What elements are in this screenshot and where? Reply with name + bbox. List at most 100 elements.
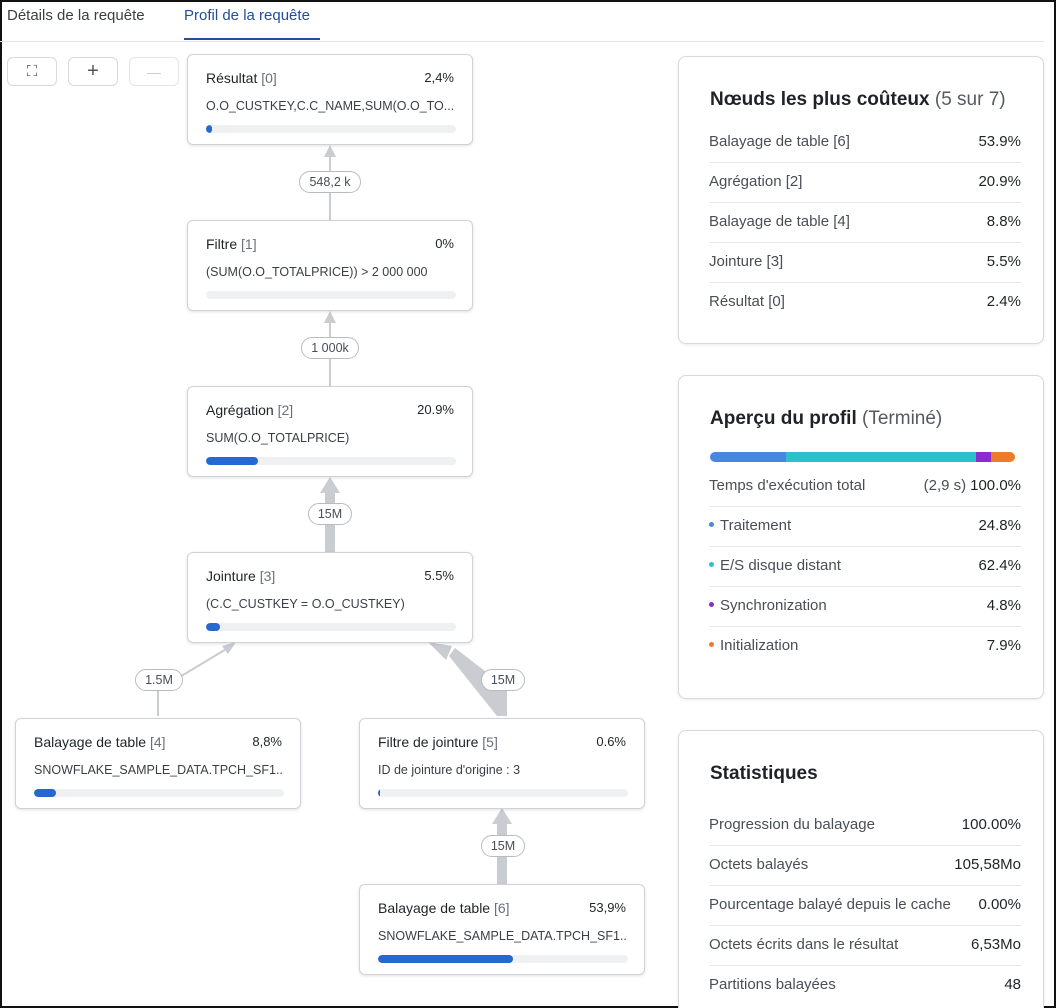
legend-dot-icon	[709, 601, 714, 607]
operator-node-joinfilter[interactable]: Filtre de jointure [5] 0.6% ID de jointu…	[359, 718, 645, 809]
costly-node-row[interactable]: Agrégation [2] 20.9%	[709, 163, 1021, 203]
node-expression: SNOWFLAKE_SAMPLE_DATA.TPCH_SF1...	[34, 763, 284, 777]
zoom-out-button[interactable]: —	[129, 57, 179, 86]
stat-row: Progression du balayage 100.00%	[709, 806, 1021, 846]
row-value: 100.00%	[961, 816, 1021, 833]
time-breakdown-row: Synchronization 4.8%	[709, 587, 1021, 627]
node-cost-bar	[206, 125, 456, 133]
edge-rows-label: 15M	[481, 835, 525, 857]
row-value: 53.9%	[978, 133, 1021, 150]
node-percent: 0%	[435, 236, 454, 251]
operator-node-result[interactable]: Résultat [0] 2,4% O.O_CUSTKEY,C.C_NAME,S…	[187, 54, 473, 145]
node-cost-bar	[34, 789, 284, 797]
execution-time-stacked-bar	[710, 452, 1015, 462]
node-expression: (C.C_CUSTKEY = O.O_CUSTKEY)	[206, 597, 405, 611]
node-percent: 20.9%	[417, 402, 454, 417]
row-value: 105,58Mo	[954, 856, 1021, 873]
row-value: 24.8%	[978, 517, 1021, 534]
node-cost-bar	[206, 623, 456, 631]
costly-node-row[interactable]: Balayage de table [6] 53.9%	[709, 123, 1021, 163]
stat-row: Pourcentage balayé depuis le cache 0.00%	[709, 886, 1021, 926]
edge-rows-label: 1 000k	[301, 337, 359, 359]
active-tab-indicator	[184, 38, 320, 40]
row-label: Octets balayés	[709, 856, 809, 873]
stacked-bar-segment	[785, 452, 976, 462]
node-cost-fill	[206, 623, 220, 631]
operator-node-scan6[interactable]: Balayage de table [6] 53,9% SNOWFLAKE_SA…	[359, 884, 645, 975]
legend-dot-icon	[709, 521, 714, 527]
row-label: Progression du balayage	[709, 816, 875, 833]
fit-view-icon: ⛶	[26, 63, 38, 80]
row-label: Balayage de table [6]	[709, 133, 850, 150]
node-index: [2]	[277, 402, 294, 418]
node-cost-fill	[206, 125, 212, 133]
row-label: Balayage de table [4]	[709, 213, 850, 230]
edge-rows-label: 15M	[308, 503, 352, 525]
stacked-bar-segment	[975, 452, 991, 462]
node-name: Agrégation	[206, 402, 274, 418]
row-value: 8.8%	[986, 213, 1021, 230]
row-label: Partitions balayées	[709, 976, 836, 993]
costly-node-row[interactable]: Jointure [3] 5.5%	[709, 243, 1021, 283]
row-value: 6,53Mo	[970, 936, 1021, 953]
operator-node-scan4[interactable]: Balayage de table [4] 8,8% SNOWFLAKE_SAM…	[15, 718, 301, 809]
node-name: Balayage de table	[34, 734, 147, 750]
node-name: Filtre	[206, 236, 238, 252]
row-label: Octets écrits dans le résultat	[709, 936, 899, 953]
node-name: Résultat	[206, 70, 258, 86]
node-cost-bar	[206, 291, 456, 299]
node-name: Balayage de table	[378, 900, 491, 916]
node-percent: 2,4%	[424, 70, 454, 85]
edge-arrow-filter-result	[324, 145, 336, 157]
card-title-text: Aperçu du profil	[710, 408, 857, 429]
edge-rows-label: 15M	[481, 669, 525, 691]
row-label: Résultat [0]	[709, 293, 785, 310]
card-title: Aperçu du profil (Terminé)	[710, 408, 942, 430]
node-index: [4]	[149, 734, 166, 750]
node-cost-bar	[206, 457, 456, 465]
row-value: 0.00%	[978, 896, 1021, 913]
card-subtitle: (5 sur 7)	[934, 89, 1006, 110]
edge-arrow-joinfilter-join	[428, 642, 452, 660]
node-name: Jointure	[206, 568, 256, 584]
stat-row: Octets écrits dans le résultat 6,53Mo	[709, 926, 1021, 966]
tab-query-profile[interactable]: Profil de la requête	[184, 7, 310, 24]
total-percent: 100.0%	[970, 477, 1021, 494]
edge-rows-label: 548,2 k	[299, 171, 361, 193]
costly-node-row[interactable]: Résultat [0] 2.4%	[709, 283, 1021, 323]
node-cost-fill	[34, 789, 56, 797]
node-index: [3]	[259, 568, 276, 584]
stacked-bar-segment	[990, 452, 1015, 462]
most-expensive-nodes-card: Nœuds les plus coûteux (5 sur 7) Balayag…	[678, 56, 1044, 344]
operator-node-join[interactable]: Jointure [3] 5.5% (C.C_CUSTKEY = O.O_CUS…	[187, 552, 473, 643]
time-breakdown-row: E/S disque distant 62.4%	[709, 547, 1021, 587]
row-value: 5.5%	[986, 253, 1021, 270]
row-value: 4.8%	[986, 597, 1021, 614]
stacked-bar-segment	[710, 452, 786, 462]
edge-arrow-join-aggregate	[320, 477, 340, 493]
operator-node-aggregate[interactable]: Agrégation [2] 20.9% SUM(O.O_TOTALPRICE)	[187, 386, 473, 477]
fit-view-button[interactable]: ⛶	[7, 57, 57, 86]
node-cost-fill	[378, 789, 380, 797]
row-value: 7.9%	[986, 637, 1021, 654]
row-label: Temps d'exécution total	[709, 477, 866, 494]
node-index: [6]	[493, 900, 510, 916]
tab-query-details[interactable]: Détails de la requête	[7, 7, 145, 24]
row-label: Agrégation [2]	[709, 173, 803, 190]
edge-rows-label: 1.5M	[135, 669, 183, 691]
minus-icon: —	[147, 63, 161, 80]
costly-node-row[interactable]: Balayage de table [4] 8.8%	[709, 203, 1021, 243]
tab-bar: Détails de la requête Profil de la requê…	[0, 0, 1044, 42]
row-label: Pourcentage balayé depuis le cache	[709, 896, 951, 913]
node-expression: SNOWFLAKE_SAMPLE_DATA.TPCH_SF1...	[378, 929, 628, 943]
node-index: [0]	[261, 70, 277, 86]
card-title: Statistiques	[710, 763, 818, 784]
operator-node-filter[interactable]: Filtre [1] 0% (SUM(O.O_TOTALPRICE)) > 2 …	[187, 220, 473, 311]
row-value: (2,9 s) 100.0%	[924, 477, 1021, 494]
row-label: Synchronization	[720, 597, 827, 614]
edge-arrow-scan4-join	[222, 642, 236, 654]
zoom-in-button[interactable]: +	[68, 57, 118, 86]
stat-row: Octets balayés 105,58Mo	[709, 846, 1021, 886]
node-expression: ID de jointure d'origine : 3	[378, 763, 521, 777]
